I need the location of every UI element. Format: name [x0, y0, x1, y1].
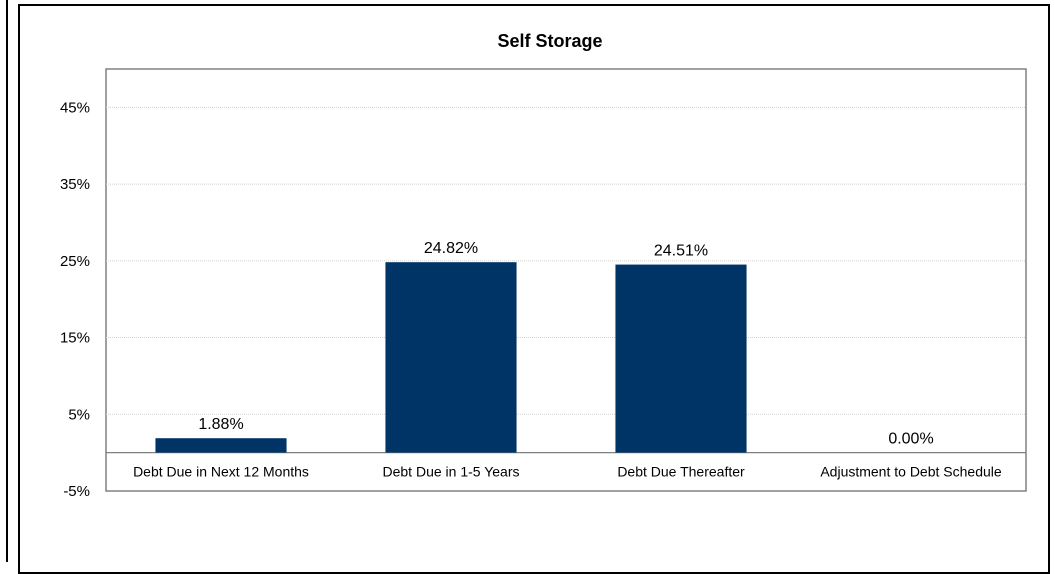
- category-label: Adjustment to Debt Schedule: [820, 464, 1002, 480]
- y-tick-label: 15%: [60, 330, 90, 347]
- data-label: 24.51%: [654, 243, 708, 260]
- y-tick-label: 45%: [60, 99, 90, 116]
- y-axis-ticks: -5% 5% 15% 25% 35% 45%: [60, 99, 90, 500]
- category-labels: Debt Due in Next 12 Months Debt Due in 1-…: [133, 464, 1002, 480]
- data-label: 24.82%: [424, 240, 478, 257]
- chart-frame: [18, 4, 1050, 574]
- chart-title: Self Storage: [497, 31, 602, 51]
- y-tick-label: 5%: [68, 406, 90, 423]
- bar-chart: Self Storage -5% 5% 15% 25% 35% 45% Debt Due …: [60, 31, 1027, 500]
- data-label: 0.00%: [888, 431, 933, 448]
- y-tick-label: 25%: [60, 253, 90, 270]
- gridlines: [106, 106, 1026, 454]
- plot-area: [105, 68, 1027, 492]
- data-labels: 1.88% 24.82% 24.51% 0.00%: [198, 240, 933, 447]
- bar: [615, 264, 747, 453]
- bar: [155, 438, 287, 453]
- y-tick-label: -5%: [63, 483, 90, 500]
- category-label: Debt Due in Next 12 Months: [133, 464, 309, 480]
- category-label: Debt Due in 1-5 Years: [383, 464, 520, 480]
- bar: [385, 262, 517, 453]
- data-label: 1.88%: [198, 416, 243, 433]
- left-panel-border: [0, 0, 8, 562]
- category-label: Debt Due Thereafter: [617, 464, 745, 480]
- bars: [155, 262, 747, 453]
- y-tick-label: 35%: [60, 176, 90, 193]
